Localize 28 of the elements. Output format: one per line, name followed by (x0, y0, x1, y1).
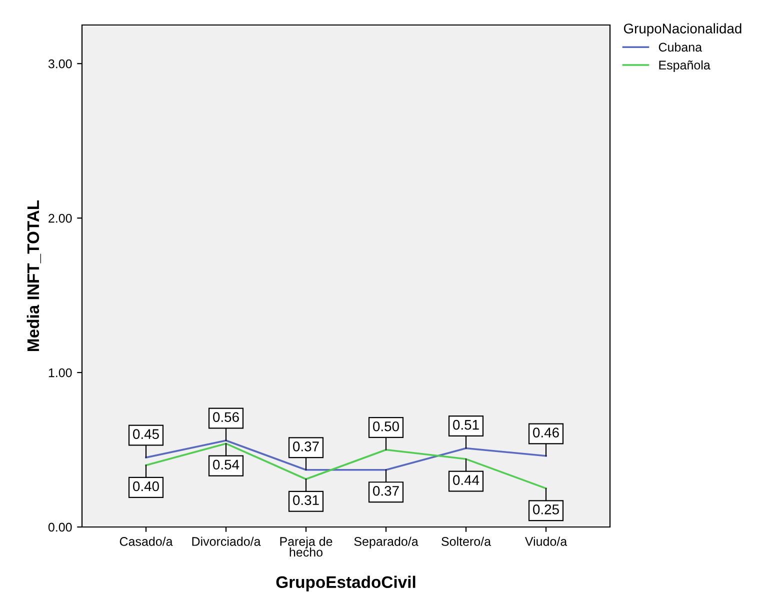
data-label: 0.31 (293, 495, 319, 506)
y-tick-label: 3.00 (48, 59, 72, 68)
x-tick-label: Casado/a (120, 536, 173, 546)
data-label: 0.40 (133, 481, 159, 492)
y-axis-title: Media INFT_TOTAL (26, 200, 41, 351)
data-label: 0.46 (533, 428, 559, 438)
data-label: 0.37 (293, 442, 319, 452)
y-tick-label: 1.00 (48, 368, 72, 378)
x-tick-label: Viudo/a (524, 536, 568, 546)
y-tick-label: 2.00 (48, 214, 72, 223)
data-label: 0.25 (533, 504, 559, 514)
data-label: 0.50 (373, 421, 399, 432)
data-label: 0.37 (373, 486, 399, 496)
legend-title: GrupoNacionalidad (624, 23, 742, 36)
x-axis-title: GrupoEstadoCivil (276, 576, 416, 592)
line-series (145, 440, 547, 471)
y-tick-label: 0.00 (48, 522, 72, 532)
x-tick-label: Soltero/a (442, 536, 492, 546)
data-label: 0.51 (453, 420, 479, 430)
x-tick-label: Divorciado/a (192, 536, 261, 546)
data-label: 0.44 (453, 475, 480, 485)
legend-label: Cubana (658, 42, 702, 52)
data-label: 0.56 (213, 412, 239, 422)
data-label: 0.45 (133, 429, 159, 439)
legend-label: Española (659, 60, 710, 72)
data-label: 0.54 (213, 460, 240, 470)
x-tick-label: Pareja de hecho (280, 536, 332, 557)
x-tick-label: Separado/a (354, 536, 418, 548)
